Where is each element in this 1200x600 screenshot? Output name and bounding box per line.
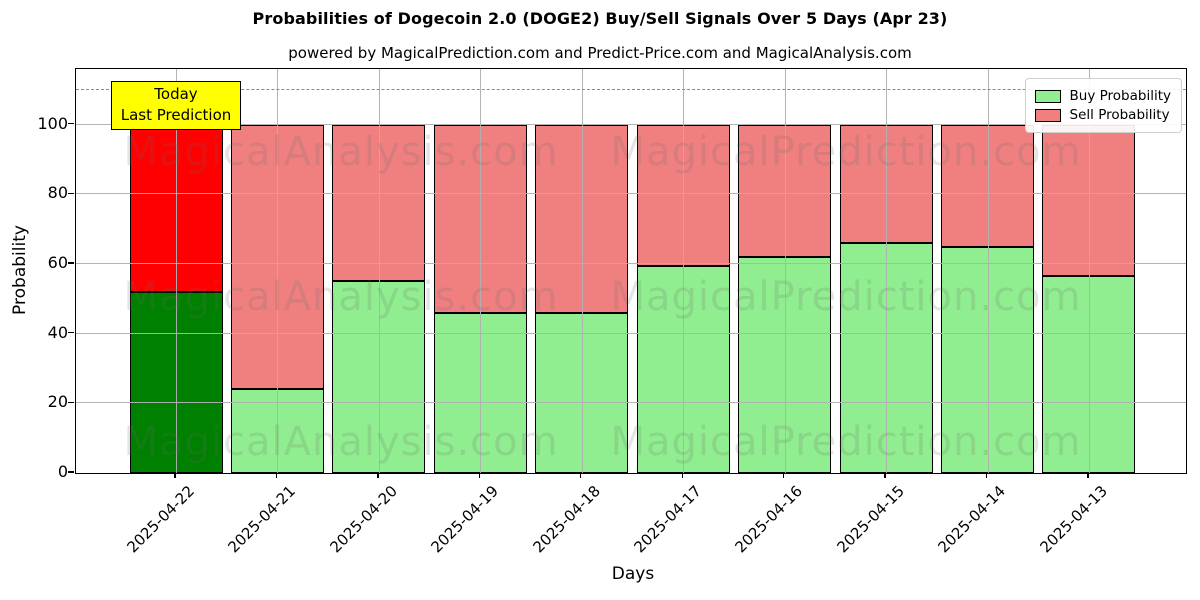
chart-title: Probabilities of Dogecoin 2.0 (DOGE2) Bu… bbox=[252, 9, 948, 28]
x-tick-mark bbox=[580, 473, 582, 479]
vertical-gridline bbox=[378, 69, 380, 473]
vertical-gridline bbox=[683, 69, 685, 473]
x-tick-label: 2025-04-15 bbox=[833, 482, 908, 557]
y-tick-mark bbox=[68, 123, 74, 125]
x-tick-label: 2025-04-21 bbox=[224, 482, 300, 557]
today-last-prediction-annotation: Today Last Prediction bbox=[111, 81, 241, 130]
watermark-text: MagicalAnalysis.com bbox=[123, 129, 559, 175]
x-tick-label: 2025-04-13 bbox=[1036, 482, 1111, 557]
y-tick-label: 20 bbox=[47, 392, 68, 412]
x-tick-mark bbox=[174, 473, 176, 479]
x-axis-label: Days bbox=[611, 564, 655, 584]
x-tick-label: 2025-04-14 bbox=[934, 482, 1010, 557]
y-tick-label: 60 bbox=[47, 253, 68, 273]
x-tick-label: 2025-04-16 bbox=[731, 482, 807, 557]
vertical-gridline bbox=[277, 69, 279, 473]
x-tick-label: 2025-04-18 bbox=[529, 482, 604, 557]
x-tick-mark bbox=[1087, 473, 1089, 479]
x-tick-mark bbox=[782, 473, 785, 479]
watermark-text: MagicalPrediction.com bbox=[610, 129, 1082, 175]
x-tick-label: 2025-04-19 bbox=[427, 482, 503, 557]
y-tick-mark bbox=[68, 471, 74, 473]
sell-probability-swatch bbox=[1034, 108, 1061, 122]
x-tick-mark bbox=[377, 473, 379, 479]
watermark-text: MagicalAnalysis.com bbox=[123, 274, 559, 320]
legend-row-buy: Buy Probability bbox=[1034, 88, 1171, 104]
buy-probability-swatch bbox=[1034, 89, 1061, 103]
legend-row-sell: Sell Probability bbox=[1034, 107, 1171, 123]
vertical-gridline bbox=[480, 69, 482, 473]
x-tick-mark bbox=[478, 473, 480, 479]
watermark-text: MagicalPrediction.com bbox=[610, 274, 1082, 320]
x-tick-mark bbox=[681, 473, 683, 479]
x-tick-mark bbox=[884, 473, 886, 479]
watermark-text: MagicalAnalysis.com bbox=[123, 419, 559, 465]
legend-label-sell: Sell Probability bbox=[1069, 107, 1170, 123]
y-tick-label: 0 bbox=[57, 462, 68, 481]
vertical-gridline bbox=[784, 69, 786, 473]
x-tick-label: 2025-04-20 bbox=[326, 482, 401, 557]
x-tick-label: 2025-04-22 bbox=[123, 482, 198, 557]
horizontal-gridline bbox=[76, 263, 1186, 265]
x-tick-label: 2025-04-17 bbox=[630, 482, 705, 557]
y-tick-mark bbox=[68, 262, 74, 264]
y-tick-mark bbox=[68, 192, 74, 195]
vertical-gridline bbox=[987, 69, 989, 473]
y-tick-label: 100 bbox=[37, 113, 68, 133]
x-tick-mark bbox=[985, 473, 988, 479]
y-tick-mark bbox=[68, 331, 74, 334]
annotation-line-2: Last Prediction bbox=[120, 106, 232, 124]
vertical-gridline bbox=[1088, 69, 1090, 473]
y-tick-mark bbox=[68, 401, 74, 404]
horizontal-gridline bbox=[76, 402, 1186, 404]
horizontal-gridline bbox=[76, 332, 1186, 334]
watermark-text: MagicalPrediction.com bbox=[610, 419, 1082, 465]
horizontal-gridline bbox=[76, 123, 1186, 125]
vertical-gridline bbox=[886, 69, 888, 473]
vertical-gridline bbox=[581, 69, 583, 473]
y-tick-label: 40 bbox=[47, 322, 68, 342]
x-tick-mark bbox=[275, 473, 278, 479]
annotation-line-1: Today bbox=[154, 85, 198, 103]
horizontal-gridline bbox=[76, 193, 1186, 195]
chart-subtitle: powered by MagicalPrediction.com and Pre… bbox=[288, 44, 912, 62]
y-tick-label: 80 bbox=[47, 183, 68, 203]
chart-legend: Buy Probability Sell Probability bbox=[1024, 78, 1182, 133]
dashed-threshold-line bbox=[76, 88, 1186, 90]
vertical-gridline bbox=[176, 69, 177, 473]
plot-area: Today Last Prediction Buy Probability Se… bbox=[75, 68, 1187, 474]
legend-label-buy: Buy Probability bbox=[1069, 88, 1171, 104]
